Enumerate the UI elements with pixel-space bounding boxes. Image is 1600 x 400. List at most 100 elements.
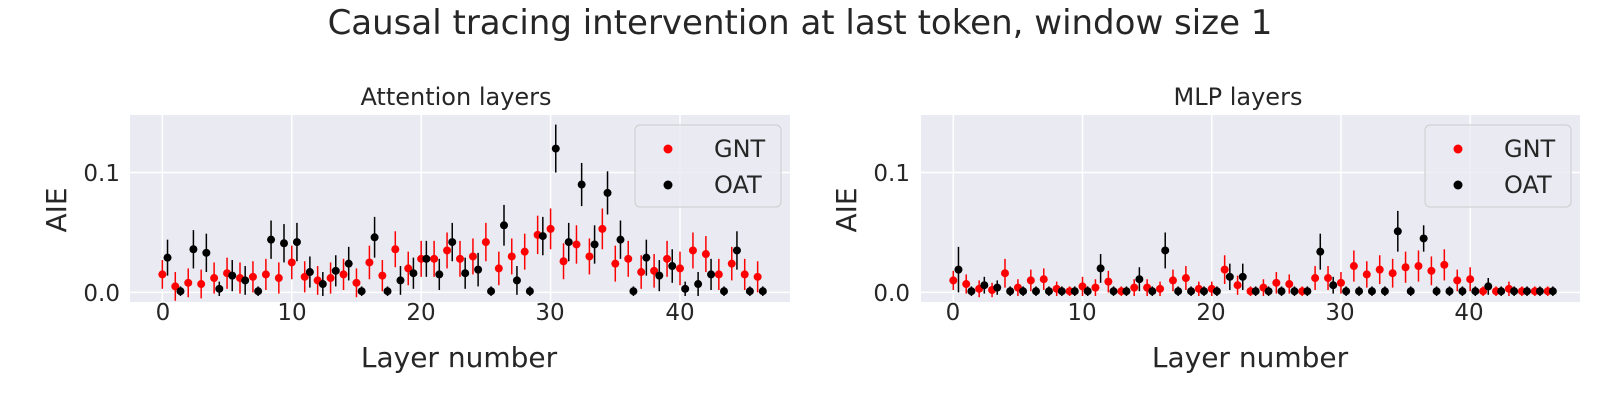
mlp-y-tick: 0.1	[873, 161, 910, 187]
oat-point	[1264, 287, 1273, 296]
gnt-point	[1453, 276, 1462, 285]
gnt-point	[650, 266, 659, 275]
gnt-point	[481, 238, 490, 247]
gnt-point	[274, 274, 283, 283]
oat-point	[655, 271, 664, 280]
oat-point	[357, 287, 366, 296]
oat-point	[681, 284, 690, 293]
oat-point	[1277, 287, 1286, 296]
oat-point	[551, 144, 560, 153]
oat-point	[1445, 287, 1454, 296]
gnt-point	[753, 272, 762, 281]
mlp-x-axis-label: Layer number	[1152, 341, 1349, 374]
oat-point	[1225, 272, 1234, 281]
gnt-point	[352, 278, 361, 287]
oat-point	[1122, 287, 1131, 296]
gnt-point	[1078, 282, 1087, 291]
oat-point	[292, 238, 301, 247]
gnt-point	[339, 270, 348, 279]
oat-point	[1497, 287, 1506, 296]
gnt-point	[1388, 269, 1397, 278]
gnt-point	[391, 245, 400, 254]
gnt-point	[962, 280, 971, 289]
oat-point	[215, 284, 224, 293]
oat-point	[564, 238, 573, 247]
mlp-legend-label-gnt: GNT	[1504, 135, 1556, 163]
attention-x-tick: 0	[156, 300, 171, 326]
attention-x-axis-label: Layer number	[361, 341, 558, 374]
gnt-point	[1091, 283, 1100, 292]
gnt-point	[727, 259, 736, 268]
oat-point	[1251, 287, 1260, 296]
attention-x-tick: 40	[665, 300, 694, 326]
oat-point	[629, 287, 638, 296]
gnt-point	[404, 264, 413, 273]
mlp-chart: MLP layers 0 10 20 30 40 0.0 0.1 Layer n…	[830, 83, 1580, 374]
mlp-x-tick: 10	[1067, 300, 1096, 326]
oat-point	[1083, 287, 1092, 296]
oat-point	[577, 180, 586, 189]
oat-point	[1393, 227, 1402, 236]
gnt-point	[1362, 270, 1371, 279]
oat-point	[1032, 287, 1041, 296]
attention-legend-marker-gnt	[663, 144, 673, 154]
gnt-point	[1000, 269, 1009, 278]
oat-point	[1316, 247, 1325, 256]
gnt-point	[1026, 276, 1035, 285]
oat-point	[305, 268, 314, 277]
oat-point	[1109, 287, 1118, 296]
attention-legend-marker-oat	[663, 180, 673, 190]
oat-point	[993, 283, 1002, 292]
oat-point	[163, 253, 172, 262]
gnt-point	[1479, 287, 1488, 296]
oat-point	[732, 246, 741, 255]
gnt-point	[1285, 280, 1294, 289]
attention-legend: GNT OAT	[634, 124, 782, 208]
oat-point	[1044, 287, 1053, 296]
oat-point	[980, 281, 989, 290]
gnt-point	[184, 278, 193, 287]
oat-point	[1303, 287, 1312, 296]
gnt-point	[171, 282, 180, 291]
gnt-point	[248, 272, 257, 281]
oat-point	[1148, 287, 1157, 296]
oat-point	[1419, 234, 1428, 243]
oat-point	[707, 270, 716, 279]
gnt-point	[365, 258, 374, 267]
gnt-point	[287, 258, 296, 267]
attention-x-tick: 10	[277, 300, 306, 326]
oat-point	[370, 233, 379, 242]
attention-y-tick: 0.0	[83, 281, 120, 307]
gnt-point	[456, 254, 464, 263]
oat-point	[1484, 282, 1493, 291]
gnt-point	[300, 272, 309, 281]
gnt-point	[572, 240, 581, 249]
oat-point	[176, 287, 185, 296]
oat-point	[1057, 287, 1066, 296]
gnt-point	[546, 224, 555, 233]
gnt-point	[494, 264, 503, 273]
oat-point	[1161, 246, 1170, 255]
gnt-point	[326, 274, 335, 283]
attention-legend-label-gnt: GNT	[714, 135, 766, 163]
oat-point	[396, 276, 405, 285]
oat-point	[1432, 287, 1441, 296]
oat-point	[1329, 281, 1338, 290]
oat-point	[642, 253, 651, 262]
mlp-legend-label-oat: OAT	[1504, 171, 1552, 199]
attention-legend-label-oat: OAT	[714, 171, 762, 199]
oat-point	[228, 271, 237, 280]
gnt-point	[624, 254, 633, 263]
oat-point	[1355, 287, 1364, 296]
gnt-point	[1349, 262, 1358, 271]
gnt-point	[598, 224, 607, 233]
oat-point	[1006, 287, 1015, 296]
gnt-point	[1401, 263, 1410, 272]
oat-point	[1471, 287, 1480, 296]
mlp-legend-marker-oat	[1453, 180, 1463, 190]
gnt-point	[1156, 284, 1165, 293]
gnt-point	[1104, 277, 1113, 286]
oat-point	[344, 259, 353, 268]
oat-point	[448, 238, 457, 247]
